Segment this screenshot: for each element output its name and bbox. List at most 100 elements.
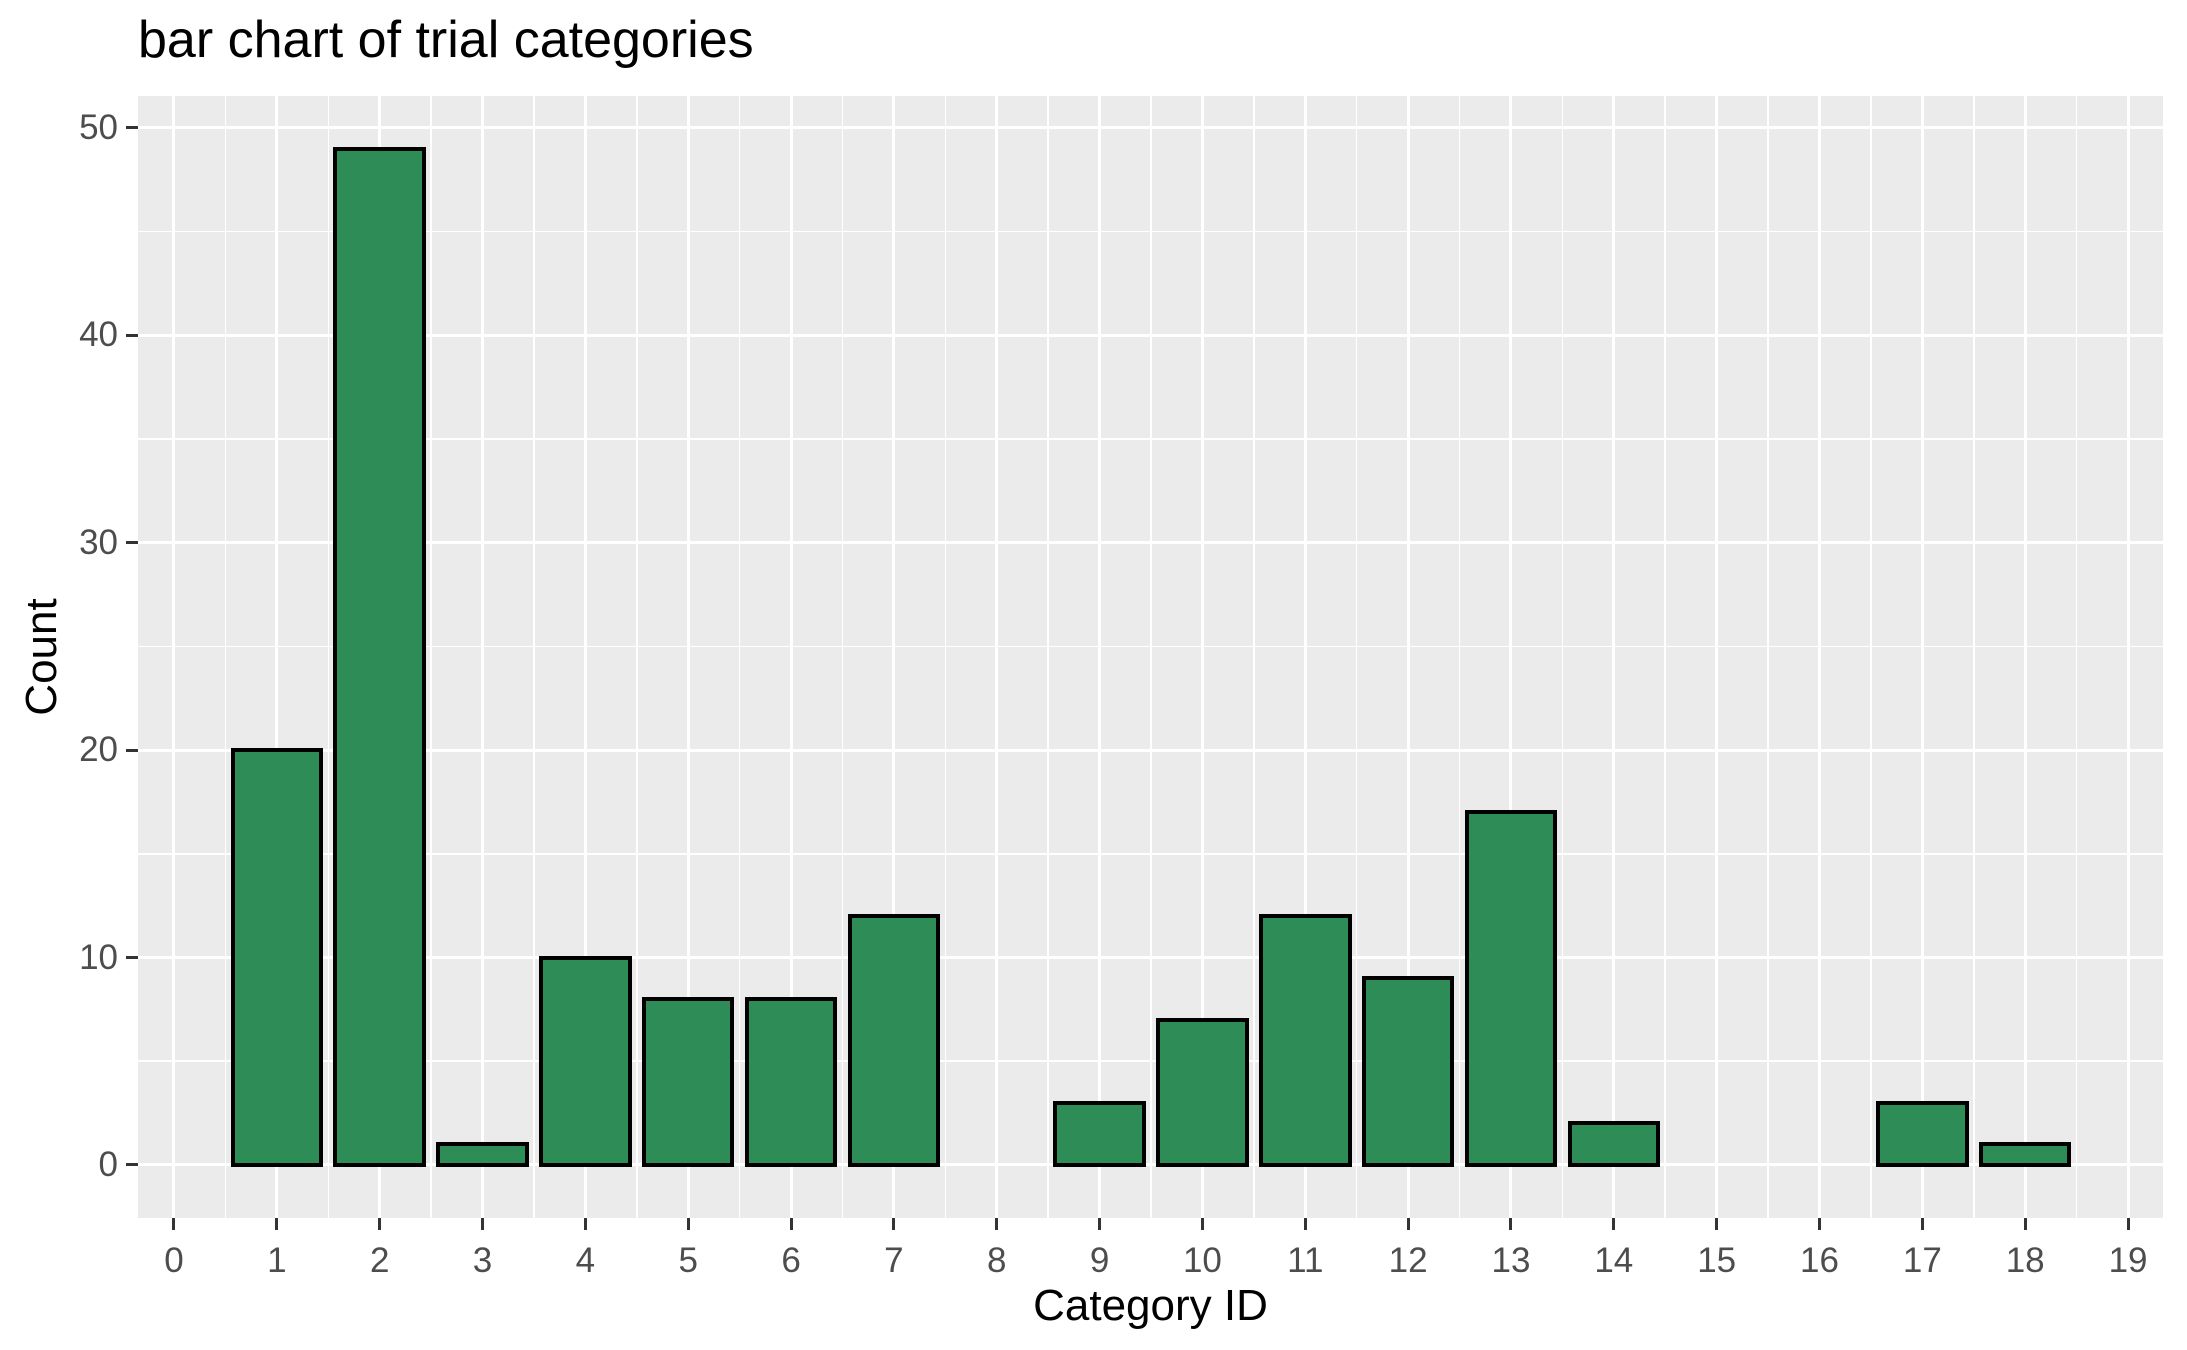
bar-category-9 <box>1053 1100 1146 1167</box>
x-tick <box>686 1218 690 1230</box>
y-tick <box>126 1163 138 1167</box>
v-gridline-minor <box>1150 96 1152 1218</box>
x-tick-label: 5 <box>678 1241 698 1280</box>
h-gridline-major <box>138 541 2163 545</box>
x-tick <box>892 1218 896 1230</box>
v-gridline-major <box>1200 96 1204 1218</box>
v-gridline-minor <box>841 96 844 1218</box>
y-tick <box>126 956 138 959</box>
v-gridline-major <box>686 96 690 1218</box>
bar-category-12 <box>1361 976 1455 1167</box>
x-tick <box>1098 1218 1102 1230</box>
x-tick-label: 11 <box>1287 1241 1324 1280</box>
x-tick <box>1612 1218 1616 1230</box>
x-tick-label: 16 <box>1800 1241 1839 1280</box>
x-tick-label: 6 <box>781 1241 801 1280</box>
v-gridline-minor <box>1458 96 1461 1218</box>
y-tick <box>126 541 138 545</box>
x-tick-label: 0 <box>164 1241 184 1280</box>
v-gridline-major <box>1303 96 1307 1218</box>
bar-category-11 <box>1259 914 1352 1167</box>
h-gridline-major <box>138 748 2163 752</box>
x-tick <box>1509 1218 1513 1230</box>
v-gridline-minor <box>224 96 227 1218</box>
v-gridline-major <box>995 96 999 1218</box>
y-tick-label: 0 <box>98 1144 118 1184</box>
x-tick-label: 14 <box>1594 1241 1634 1280</box>
x-tick <box>1200 1218 1204 1230</box>
v-gridline-minor <box>327 96 329 1218</box>
x-tick <box>172 1218 176 1230</box>
y-tick <box>126 126 138 130</box>
h-gridline-major <box>138 126 2163 130</box>
x-tick-label: 13 <box>1491 1241 1531 1280</box>
x-tick <box>1818 1218 1821 1230</box>
x-tick <box>1406 1218 1410 1230</box>
v-gridline-minor <box>636 96 638 1218</box>
x-tick <box>2126 1218 2130 1230</box>
x-tick-label: 19 <box>2108 1241 2148 1280</box>
plot-panel <box>138 96 2163 1218</box>
x-tick <box>789 1218 793 1230</box>
v-gridline-minor <box>1767 96 1769 1218</box>
bar-category-2 <box>333 146 426 1167</box>
x-tick <box>1715 1218 1719 1230</box>
bar-category-7 <box>847 914 941 1167</box>
x-tick <box>275 1218 279 1230</box>
y-axis-label: Count <box>17 598 66 716</box>
v-gridline-major <box>1406 96 1410 1218</box>
v-gridline-major <box>1509 96 1513 1218</box>
bar-category-5 <box>641 996 735 1167</box>
y-tick-label: 20 <box>79 730 118 770</box>
bar-category-18 <box>1978 1142 2072 1167</box>
bar-category-6 <box>744 996 838 1167</box>
x-tick-label: 7 <box>884 1241 904 1280</box>
x-tick-label: 18 <box>2005 1241 2045 1280</box>
y-tick-label: 50 <box>79 107 118 147</box>
bar-category-14 <box>1567 1121 1661 1167</box>
x-tick-label: 3 <box>472 1241 493 1280</box>
v-gridline-minor <box>2075 96 2078 1218</box>
v-gridline-minor <box>430 96 432 1218</box>
bar-category-13 <box>1464 810 1558 1167</box>
x-tick <box>378 1218 382 1230</box>
x-tick-label: 8 <box>987 1241 1007 1280</box>
chart-title: bar chart of trial categories <box>138 11 754 69</box>
bar-category-17 <box>1876 1100 1969 1167</box>
bar-category-3 <box>436 1142 529 1167</box>
v-gridline-major <box>1920 96 1924 1218</box>
y-tick-label: 30 <box>79 522 118 562</box>
v-gridline-major <box>2126 96 2130 1218</box>
v-gridline-minor <box>944 96 947 1218</box>
y-tick-label: 40 <box>79 315 118 355</box>
v-gridline-major <box>2023 96 2027 1218</box>
bar-category-1 <box>230 748 324 1167</box>
x-tick <box>1920 1218 1924 1230</box>
v-gridline-major <box>481 96 485 1218</box>
v-gridline-minor <box>1253 96 1255 1218</box>
x-tick-label: 4 <box>575 1241 596 1280</box>
x-tick-label: 2 <box>369 1241 390 1280</box>
v-gridline-major <box>789 96 793 1218</box>
v-gridline-major <box>583 96 587 1218</box>
v-gridline-major <box>1098 96 1102 1218</box>
y-tick <box>126 333 138 337</box>
x-tick-label: 12 <box>1388 1241 1428 1280</box>
x-tick-label: 17 <box>1902 1241 1942 1280</box>
v-gridline-major <box>1818 96 1821 1218</box>
v-gridline-minor <box>1870 96 1872 1218</box>
v-gridline-minor <box>1664 96 1666 1218</box>
v-gridline-major <box>892 96 896 1218</box>
x-axis-label: Category ID <box>1033 1281 1268 1330</box>
x-tick-label: 15 <box>1697 1241 1737 1280</box>
x-tick <box>1303 1218 1307 1230</box>
x-tick <box>583 1218 587 1230</box>
v-gridline-minor <box>1355 96 1358 1218</box>
x-tick <box>995 1218 999 1230</box>
v-gridline-major <box>275 96 279 1218</box>
v-gridline-major <box>1715 96 1719 1218</box>
x-tick <box>2023 1218 2027 1230</box>
h-gridline-major <box>138 956 2163 959</box>
y-tick-label: 10 <box>79 937 118 977</box>
